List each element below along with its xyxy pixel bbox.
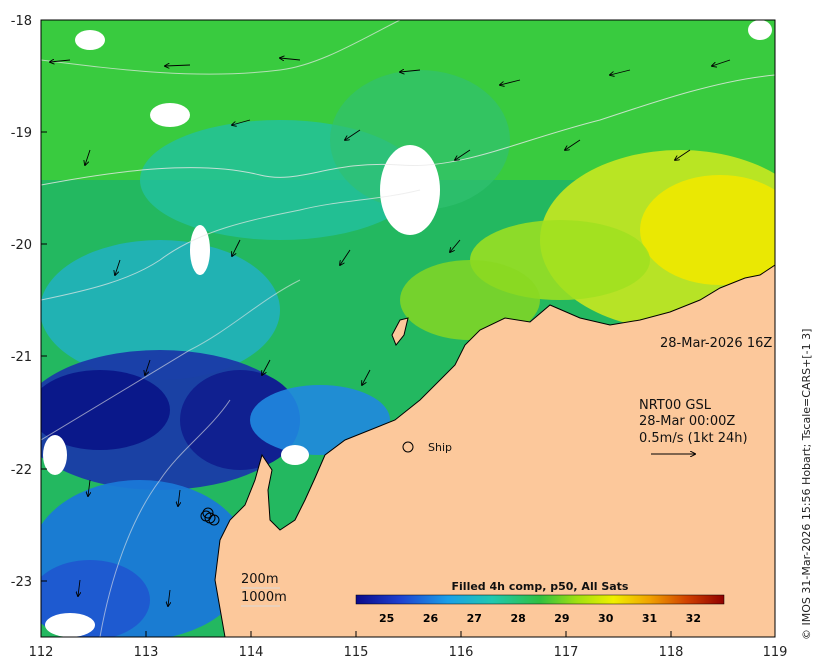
ship-label: Ship (428, 441, 452, 454)
x-tick-label: 114 (239, 645, 264, 660)
plot-frame (40, 19, 776, 638)
colorbar-tick-label: 26 (423, 612, 439, 625)
x-tick-label: 115 (344, 645, 369, 660)
contour-label-1000m: 1000m (241, 590, 287, 605)
y-axis: -18 -19 -20 -21 -22 -23 (11, 14, 47, 590)
colorbar-tick-label: 32 (686, 612, 701, 625)
sst-field (41, 20, 775, 637)
colorbar-title: Filled 4h comp, p50, All Sats (452, 580, 629, 593)
ship-marker-icon (402, 441, 414, 453)
current-label-line2: 28-Mar 00:00Z (639, 414, 735, 429)
x-axis: 112 113 114 115 116 117 118 119 (29, 631, 788, 660)
y-tick-label: -22 (11, 463, 32, 478)
y-tick-label: -21 (11, 350, 32, 365)
ship-track (200, 507, 220, 526)
land-mass (214, 264, 775, 637)
contour-label-200m: 200m (241, 572, 278, 587)
colorbar-tick-label: 28 (510, 612, 525, 625)
colorbar-gradient (355, 594, 725, 605)
colorbar-tick-label: 27 (467, 612, 482, 625)
colorbar-tick-label: 25 (379, 612, 394, 625)
colorbar-tick-label: 31 (642, 612, 657, 625)
x-tick-label: 113 (134, 645, 159, 660)
y-tick-label: -19 (11, 126, 32, 141)
current-vectors (50, 58, 731, 606)
x-tick-label: 118 (659, 645, 684, 660)
date-label: 28-Mar-2026 16Z (660, 336, 772, 351)
x-tick-label: 116 (449, 645, 474, 660)
y-tick-label: -20 (11, 238, 32, 253)
colorbar: Filled 4h comp, p50, All Sats 25 26 27 28 29… (355, 580, 725, 625)
y-tick-label: -18 (11, 14, 32, 29)
y-tick-label: -23 (11, 575, 32, 590)
current-label-line1: NRT00 GSL (639, 398, 712, 413)
current-label-line3: 0.5m/s (1kt 24h) (639, 431, 748, 446)
x-tick-label: 117 (554, 645, 579, 660)
colorbar-tick-label: 30 (598, 612, 614, 625)
credit-text: © IMOS 31-Mar-2026 15:56 Hobart; Tscale=… (800, 328, 813, 640)
colorbar-tick-label: 29 (554, 612, 569, 625)
x-tick-label: 119 (763, 645, 788, 660)
x-tick-label: 112 (29, 645, 54, 660)
